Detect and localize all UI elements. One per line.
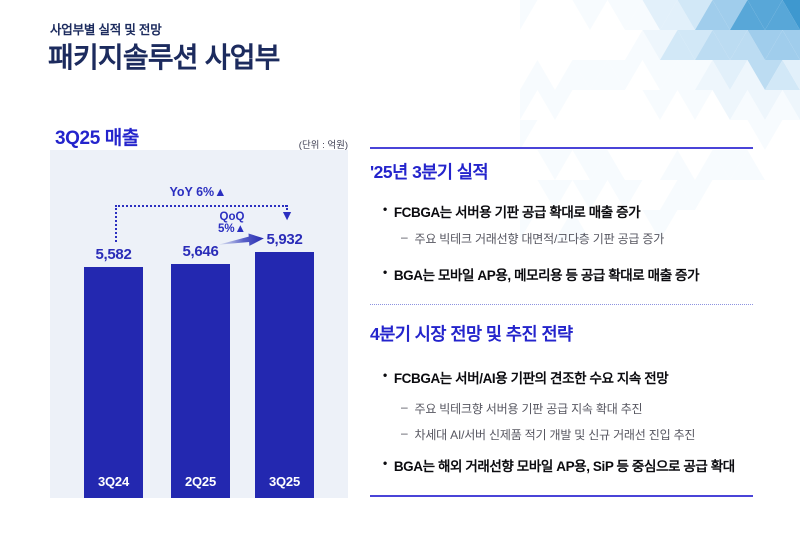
- list-subitem: – 주요 빅테크 거래선향 대면적/고다층 기판 공급 증가: [401, 230, 664, 247]
- bullet-icon: •: [383, 456, 387, 470]
- qoq-annotation: QoQ 5%▲: [206, 211, 258, 235]
- bar-value-label: 5,646: [182, 243, 219, 260]
- yoy-bracket-top-line: [115, 205, 287, 207]
- list-item: • BGA는 해외 거래선향 모바일 AP용, SiP 등 중심으로 공급 확대: [383, 455, 735, 475]
- bullet-text: FCBGA는 서버용 기판 공급 확대로 매출 증가: [393, 205, 641, 220]
- yoy-bracket-right-line: [286, 205, 288, 214]
- bullet-text: BGA는 모바일 AP용, 메모리용 등 공급 확대로 매출 증가: [393, 268, 700, 283]
- bar-category-label: 2Q25: [184, 474, 216, 489]
- subbullet-text: 차세대 AI/서버 신제품 적기 개발 및 신규 거래선 진입 추진: [414, 428, 696, 442]
- list-item: • BGA는 모바일 AP용, 메모리용 등 공급 확대로 매출 증가: [383, 264, 700, 284]
- dash-icon: –: [401, 400, 408, 414]
- list-subitem: – 주요 빅테크향 서버용 기판 공급 지속 확대 추진: [401, 400, 643, 417]
- list-item: • FCBGA는 서버용 기판 공급 확대로 매출 증가: [383, 201, 641, 221]
- slide-eyebrow: 사업부별 실적 및 전망: [50, 23, 162, 37]
- bullet-icon: •: [383, 202, 387, 216]
- chart-unit-label: (단위 : 억원): [298, 140, 348, 151]
- chart-panel: ▼ YoY 6%▲ QoQ 5%▲ 3Q24 5,582 2Q25 5,646 3Q25…: [50, 150, 348, 498]
- bar-value-label: 5,932: [266, 231, 303, 248]
- chart-title: 3Q25 매출: [55, 128, 139, 149]
- subbullet-text: 주요 빅테크향 서버용 기판 공급 지속 확대 추진: [414, 402, 643, 416]
- qoq-annotation-line1: QoQ: [219, 211, 245, 223]
- bar-category-label: 3Q24: [97, 474, 129, 489]
- dash-icon: –: [401, 426, 408, 440]
- bar-3Q25: 3Q25: [255, 252, 314, 498]
- bar-category-label: 3Q25: [268, 474, 300, 489]
- bullet-icon: •: [383, 265, 387, 279]
- bottom-rule: [370, 495, 753, 497]
- section-2-heading: 4분기 시장 전망 및 추진 전략: [370, 324, 573, 344]
- top-rule: [370, 147, 753, 149]
- page-title: 패키지솔루션 사업부: [48, 42, 280, 73]
- list-item: • FCBGA는 서버/AI용 기판의 견조한 수요 지속 전망: [383, 367, 669, 387]
- qoq-annotation-line2: 5%▲: [217, 222, 246, 235]
- yoy-down-arrow-icon: ▼: [280, 207, 294, 223]
- yoy-annotation: YoY 6%▲: [169, 185, 227, 199]
- dash-icon: –: [401, 230, 408, 244]
- bullet-icon: •: [383, 368, 387, 382]
- bar-value-label: 5,582: [95, 246, 132, 263]
- list-subitem: – 차세대 AI/서버 신제품 적기 개발 및 신규 거래선 진입 추진: [401, 426, 695, 443]
- section-1-heading: '25년 3분기 실적: [370, 162, 489, 182]
- dotted-divider: [370, 304, 753, 305]
- bar-3Q24: 3Q24: [84, 267, 143, 498]
- qoq-gradient-arrow-icon: [218, 233, 264, 246]
- bullet-text: FCBGA는 서버/AI용 기판의 견조한 수요 지속 전망: [393, 371, 669, 386]
- yoy-bracket-left-line: [115, 205, 117, 242]
- bullet-text: BGA는 해외 거래선향 모바일 AP용, SiP 등 중심으로 공급 확대: [393, 459, 735, 474]
- bar-2Q25: 2Q25: [171, 264, 230, 498]
- subbullet-text: 주요 빅테크 거래선향 대면적/고다층 기판 공급 증가: [414, 232, 665, 246]
